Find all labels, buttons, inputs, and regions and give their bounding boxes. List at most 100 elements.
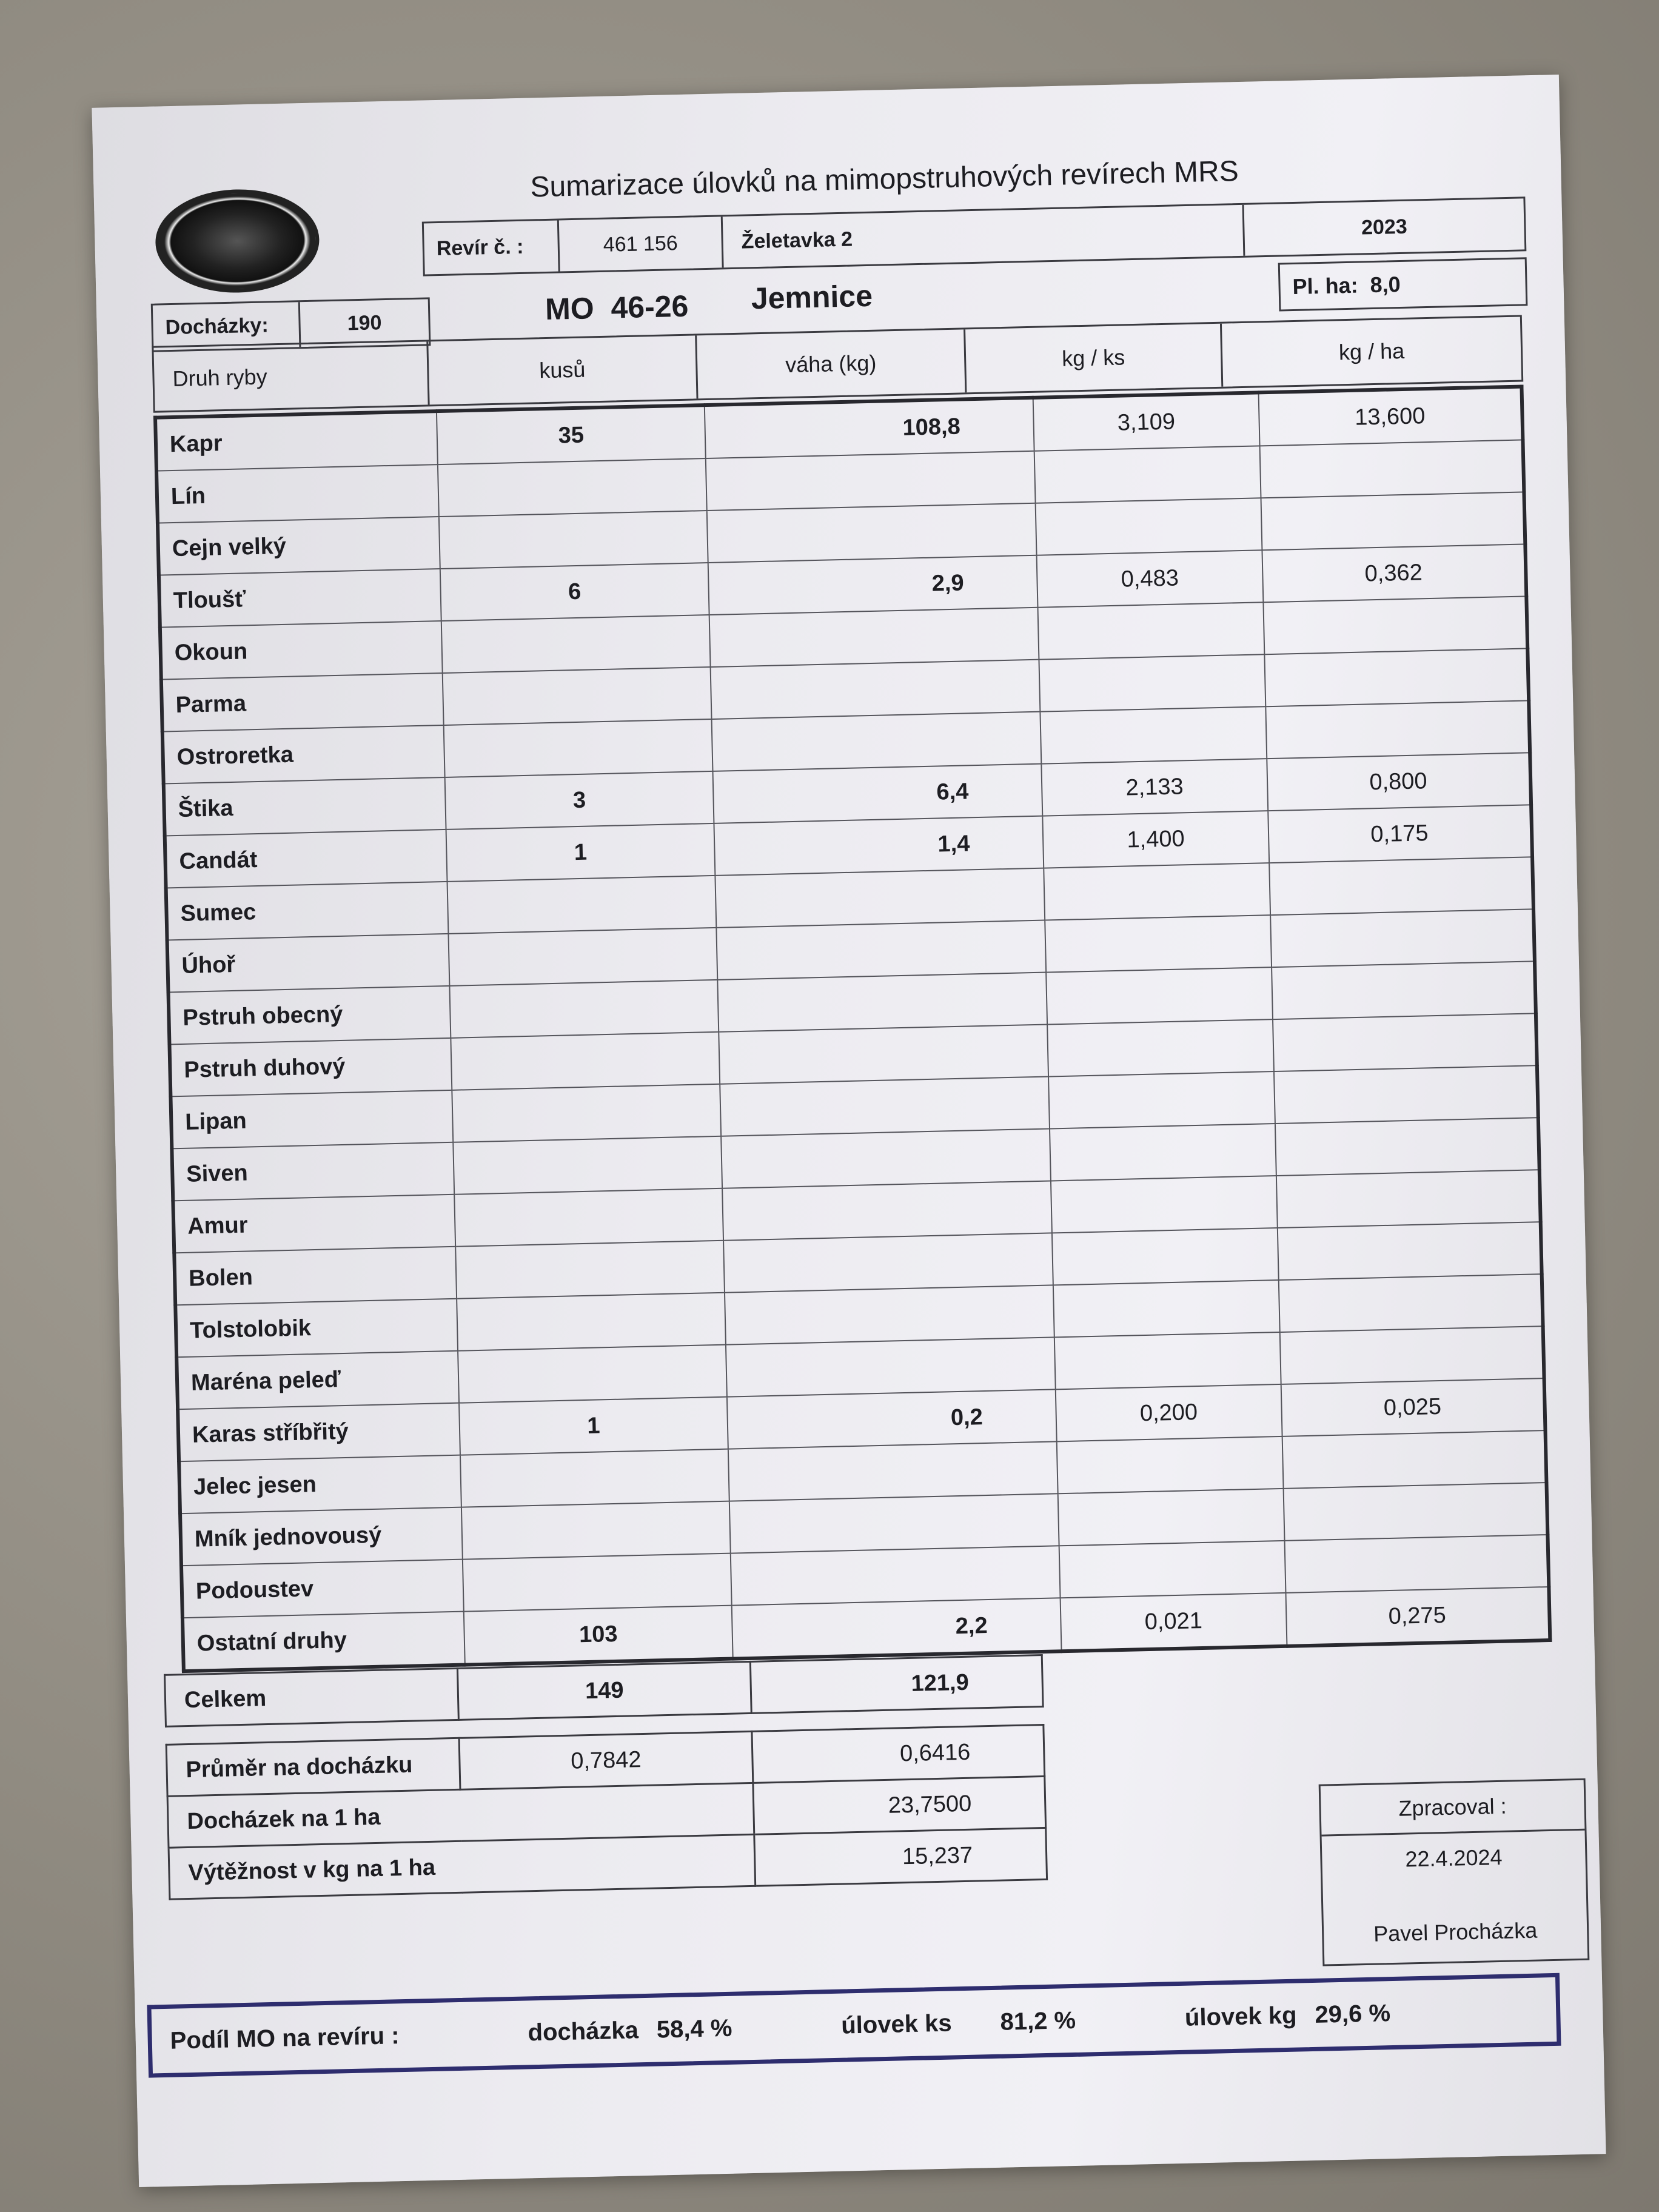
cell-kg-ha [1263,596,1528,655]
cell-kusu [455,1240,725,1299]
cell-kg-ha: 0,025 [1281,1378,1546,1436]
cell-kg-ha [1272,1013,1537,1072]
cell-kusu [462,1553,732,1612]
dochazek-value: 23,7500 [752,1776,1046,1835]
cell-fish-name: Parma [161,673,444,732]
cell-vaha: 2,9 [708,555,1038,615]
cell-kg-ha [1271,961,1536,1020]
share-label: Podíl MO na revíru : [170,2022,400,2054]
cell-kusu: 35 [436,405,706,465]
cell-kg-ks [1040,706,1267,764]
cell-fish-name: Mník jednovousý [180,1507,463,1566]
cell-vaha: 2,2 [731,1598,1062,1659]
cell-vaha [724,1285,1054,1345]
cell-kg-ks [1048,1071,1275,1129]
cell-kusu [451,1031,720,1090]
cell-fish-name: Úhoř [167,933,450,993]
cell-kg-ha [1264,648,1529,707]
header-kusu: kusů [426,335,697,405]
processed-name: Pavel Procházka [1373,1917,1538,1946]
cell-kusu [437,458,707,517]
cell-kg-ks [1045,915,1272,973]
cell-vaha [725,1337,1056,1397]
prumer-vaha: 0,6416 [751,1724,1045,1783]
cell-fish-name: Lipan [170,1090,454,1149]
cell-fish-name: Ostroretka [162,725,445,784]
cell-vaha: 1,4 [714,816,1044,876]
cell-fish-name: Pstruh obecný [168,985,451,1045]
cell-kg-ha [1265,700,1530,759]
cell-kusu [458,1344,727,1403]
mo-number: MO 46-26 [545,289,689,327]
cell-fish-name: Siven [172,1142,455,1201]
cell-vaha [721,1128,1051,1188]
cell-kg-ks [1037,602,1264,660]
header-druh: Druh ryby [172,364,268,391]
cell-fish-name: Karas stříbřitý [178,1403,460,1462]
cell-kg-ha [1282,1430,1547,1489]
cell-fish-name: Štika [163,777,446,836]
cell-kusu: 103 [463,1605,733,1665]
cell-kg-ks [1054,1332,1281,1390]
share-dochazka-label: docházka [528,2016,639,2046]
cell-vaha [729,1493,1059,1553]
cell-kg-ks: 0,200 [1055,1384,1282,1442]
stats-table: Průměr na docházku 0,7842 0,6416 Docháze… [166,1724,1048,1900]
cell-kg-ks [1056,1436,1284,1494]
totals-kusu: 149 [457,1661,752,1720]
cell-vaha [709,607,1039,667]
processed-box: Zpracoval : 22.4.2024 Pavel Procházka [1318,1778,1590,1966]
cell-vaha [722,1181,1052,1241]
cell-vaha [723,1233,1053,1293]
cell-fish-name: Lín [156,464,439,523]
plocha-value: 8,0 [1370,272,1401,298]
header-kg-ks: kg / ks [964,323,1222,393]
cell-kusu: 6 [440,563,709,622]
cell-kusu [461,1501,731,1560]
cell-kg-ks: 1,400 [1042,811,1269,868]
cell-kusu [447,875,717,934]
dochazky-label: Docházky: [165,313,269,339]
cell-kg-ha [1259,440,1524,498]
cell-vaha [730,1546,1061,1606]
cell-kg-ha [1278,1274,1543,1332]
cell-fish-name: Okoun [159,621,443,680]
processed-date: 22.4.2024 [1404,1844,1503,1872]
paper-document: Sumarizace úlovků na mimopstruhových rev… [92,74,1606,2188]
cell-kg-ks [1059,1540,1286,1598]
document-title: Sumarizace úlovků na mimopstruhových rev… [529,155,1239,204]
cell-kg-ha [1283,1483,1548,1541]
cell-kg-ks: 3,109 [1033,392,1260,451]
share-ks-value: 81,2 % [1000,2006,1076,2036]
cell-kg-ha [1275,1118,1540,1176]
revir-number: 461 156 [557,216,722,272]
totals-vaha: 121,9 [750,1655,1044,1714]
header-kg-ha: kg / ha [1219,317,1522,387]
share-kg-label: úlovek kg [1184,2002,1297,2031]
processed-label: Zpracoval : [1320,1780,1585,1837]
cell-kusu [453,1136,723,1195]
plocha-label: Pl. ha: [1292,272,1359,300]
cell-kg-ks [1057,1488,1285,1546]
cell-kg-ha [1273,1065,1538,1124]
cell-vaha: 108,8 [704,397,1034,459]
cell-fish-name: Pstruh duhový [169,1037,452,1097]
cell-fish-name: Candát [164,829,447,888]
cell-kusu [449,979,719,1038]
cell-vaha [715,868,1045,928]
cell-kg-ks [1053,1279,1280,1338]
cell-fish-name: Jelec jesen [179,1455,461,1514]
cell-kusu [438,511,708,569]
prumer-kusu: 0,7842 [459,1731,753,1790]
cell-kg-ks [1050,1176,1278,1233]
cell-vaha [719,1024,1049,1084]
revir-name: Želetavka 2 [720,204,1244,268]
cell-kg-ha [1276,1170,1541,1228]
cell-vaha [710,659,1041,719]
cell-kg-ha [1279,1326,1544,1384]
cell-vaha [705,451,1036,511]
cell-kg-ks [1050,1124,1276,1181]
cell-vaha: 6,4 [712,763,1043,823]
share-kg-value: 29,6 % [1314,1999,1391,2028]
revir-label: Revír č. : [436,235,524,260]
